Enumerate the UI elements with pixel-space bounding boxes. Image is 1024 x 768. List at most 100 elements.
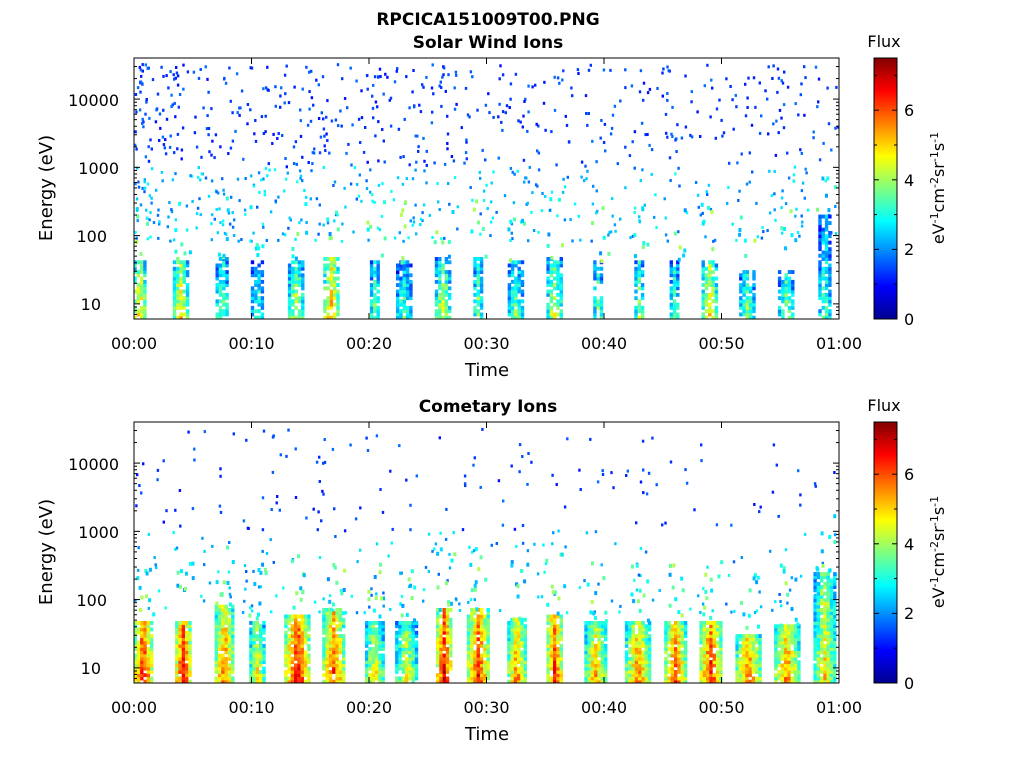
flux-cell	[299, 108, 302, 112]
flux-cell	[200, 155, 203, 159]
flux-cell	[178, 643, 182, 648]
flux-cell	[711, 292, 715, 297]
flux-cell	[415, 160, 418, 164]
flux-cell	[449, 601, 453, 606]
flux-cell	[469, 562, 473, 567]
flux-cell	[500, 120, 503, 124]
flux-cell	[787, 283, 792, 287]
flux-cell	[414, 621, 419, 625]
flux-cell	[596, 480, 600, 484]
flux-cell	[143, 180, 146, 184]
flux-cell	[136, 292, 140, 297]
flux-cell	[473, 299, 477, 304]
flux-cell	[471, 550, 474, 554]
flux-cell	[260, 302, 265, 307]
flux-cell	[745, 273, 750, 278]
flux-cell	[143, 296, 147, 301]
flux-cell	[473, 660, 477, 665]
flux-cell	[221, 611, 225, 616]
flux-cell	[683, 621, 688, 625]
flux-cell	[816, 673, 821, 678]
flux-cell	[672, 302, 677, 307]
flux-cell	[701, 302, 705, 307]
flux-cell	[556, 302, 560, 307]
flux-cell	[411, 653, 415, 658]
flux-cell	[784, 670, 788, 674]
flux-cell	[358, 173, 361, 177]
flux-cell	[576, 68, 580, 72]
flux-cell	[637, 260, 641, 265]
flux-cell	[136, 273, 140, 278]
flux-cell	[520, 621, 524, 625]
flux-cell	[227, 637, 232, 642]
flux-cell	[641, 624, 645, 629]
flux-cell	[139, 260, 144, 265]
flux-cell	[787, 315, 792, 319]
flux-cell	[336, 312, 340, 317]
flux-cell	[335, 637, 339, 642]
flux-cell	[745, 670, 749, 674]
flux-cell	[300, 676, 304, 681]
flux-cell	[140, 660, 144, 665]
flux-cell	[824, 253, 829, 258]
flux-cell	[339, 109, 342, 113]
flux-cell	[669, 263, 673, 268]
flux-cell	[604, 666, 608, 671]
flux-cell	[436, 585, 440, 590]
flux-cell	[413, 620, 417, 625]
flux-cell	[439, 653, 443, 658]
flux-cell	[735, 637, 739, 642]
flux-cell	[796, 622, 800, 627]
flux-cell	[395, 630, 399, 635]
flux-cell	[624, 663, 629, 668]
flux-cell	[297, 656, 301, 661]
flux-cell	[797, 637, 801, 642]
flux-cell	[680, 613, 684, 618]
flux-cell	[229, 146, 233, 150]
flux-cell	[376, 263, 380, 268]
flux-cell	[143, 283, 147, 287]
flux-cell	[466, 617, 471, 622]
flux-cell	[441, 296, 445, 301]
flux-cell	[689, 133, 692, 137]
flux-cell	[514, 283, 518, 287]
flux-cell	[262, 630, 266, 635]
flux-cell	[790, 640, 794, 645]
flux-cell	[161, 179, 164, 183]
flux-cell	[326, 99, 329, 103]
flux-cell	[479, 296, 484, 301]
flux-cell	[590, 679, 595, 683]
flux-cell	[274, 199, 277, 203]
flux-cell	[587, 650, 591, 655]
flux-cell	[188, 666, 192, 671]
flux-cell	[305, 516, 308, 520]
flux-cell	[322, 640, 326, 645]
flux-cell	[335, 643, 339, 648]
flux-cell	[440, 104, 443, 108]
flux-cell	[301, 283, 305, 287]
flux-cell	[407, 577, 411, 582]
flux-cell	[431, 549, 434, 553]
flux-cell	[633, 233, 637, 238]
flux-cell	[272, 132, 275, 136]
flux-cell	[706, 670, 710, 674]
flux-cell	[174, 76, 177, 80]
flux-cell	[677, 630, 681, 635]
flux-cell	[145, 208, 148, 212]
flux-cell	[219, 145, 222, 149]
flux-cell	[473, 273, 477, 278]
flux-cell	[333, 270, 337, 274]
flux-cell	[296, 180, 299, 184]
flux-cell	[287, 266, 292, 271]
flux-cell	[405, 612, 409, 617]
flux-cell	[641, 666, 645, 671]
flux-cell	[784, 679, 788, 683]
flux-cell	[753, 611, 757, 614]
flux-cell	[510, 666, 514, 671]
flux-cell	[818, 244, 822, 248]
flux-cell	[758, 637, 762, 642]
flux-cell	[398, 660, 402, 665]
flux-cell	[683, 643, 688, 648]
flux-cell	[297, 315, 302, 319]
flux-cell	[325, 660, 329, 665]
